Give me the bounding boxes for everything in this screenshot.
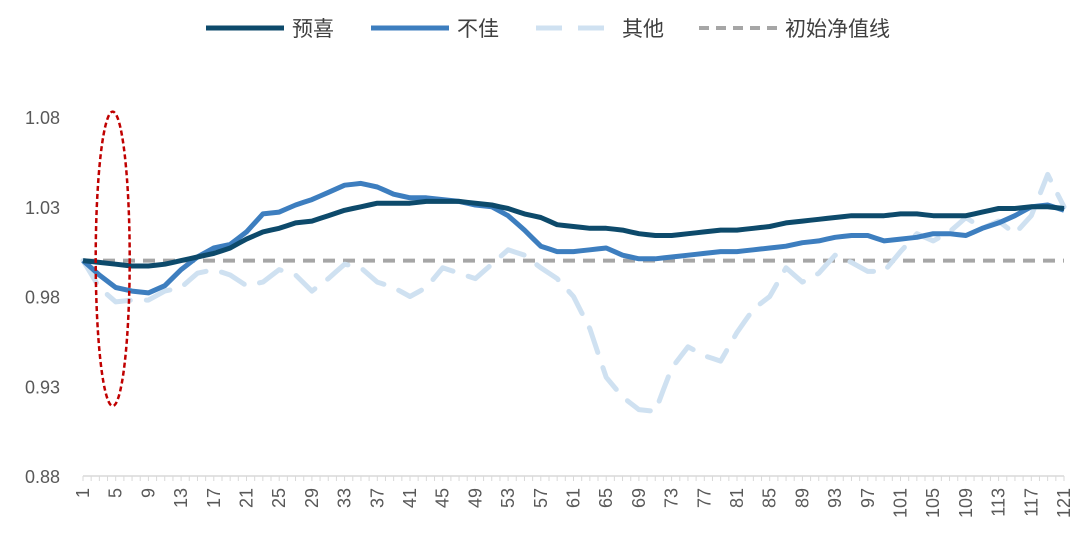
x-tick-label: 9 (138, 488, 158, 498)
x-tick-label: 53 (498, 488, 518, 508)
legend: 预喜 不佳 其他 初始净值线 (206, 17, 890, 41)
legend-label: 其他 (622, 17, 664, 41)
x-tick-label: 89 (792, 488, 812, 508)
legend-item: 预喜 (206, 17, 334, 41)
x-tick-label: 25 (269, 488, 289, 508)
legend-label: 初始净值线 (785, 17, 890, 41)
x-tick-label: 33 (335, 488, 355, 508)
x-tick-label: 113 (989, 488, 1009, 517)
y-tick-label: 1.08 (25, 108, 60, 128)
x-tick-label: 93 (825, 488, 845, 508)
x-tick-label: 73 (662, 488, 682, 508)
x-tick-label: 121 (1054, 488, 1074, 518)
x-tick-label: 5 (106, 488, 126, 498)
x-tick-label: 17 (204, 488, 224, 508)
x-tick-label: 1 (73, 488, 93, 498)
x-tick-label: 13 (171, 488, 191, 508)
legend-label: 不佳 (457, 17, 499, 41)
x-tick-label: 97 (858, 488, 878, 508)
y-tick-label: 0.93 (25, 377, 60, 397)
axes: 1.08 1.03 0.98 0.93 0.88 1 5 9 13 17 21 25 29 33 37 41 4… (25, 108, 1074, 518)
x-tick-label: 37 (367, 488, 387, 508)
x-tick-label: 101 (891, 488, 911, 518)
x-tick-label: 85 (760, 488, 780, 508)
legend-item: 其他 (536, 17, 664, 41)
annotation-layer (94, 110, 131, 408)
legend-item: 初始净值线 (699, 17, 890, 41)
x-tick-label: 105 (923, 488, 943, 518)
y-tick-label: 1.03 (25, 198, 60, 218)
x-tick-label: 57 (531, 488, 551, 508)
series-line-1 (82, 198, 1065, 269)
y-tick-label: 0.88 (25, 467, 60, 487)
x-tick-label: 69 (629, 488, 649, 508)
series-line-3 (80, 171, 1067, 414)
x-tick-label: 109 (956, 488, 976, 518)
y-tick-label: 0.98 (25, 288, 60, 308)
highlight-ellipse (94, 110, 131, 408)
legend-label: 预喜 (292, 17, 334, 41)
x-tick-label: 117 (1021, 488, 1041, 517)
legend-item: 不佳 (371, 17, 499, 41)
x-tick-label: 49 (465, 488, 485, 508)
x-tick-label: 77 (694, 488, 714, 508)
x-tick-label: 45 (433, 488, 453, 508)
x-tick-label: 65 (596, 488, 616, 508)
x-tick-label: 29 (302, 488, 322, 508)
x-tick-label: 81 (727, 488, 747, 508)
x-tick-label: 61 (564, 488, 584, 508)
series-layer (80, 171, 1067, 414)
x-tick-label: 21 (237, 488, 257, 508)
series-line-2 (81, 180, 1065, 296)
x-tick-label: 41 (400, 488, 420, 508)
